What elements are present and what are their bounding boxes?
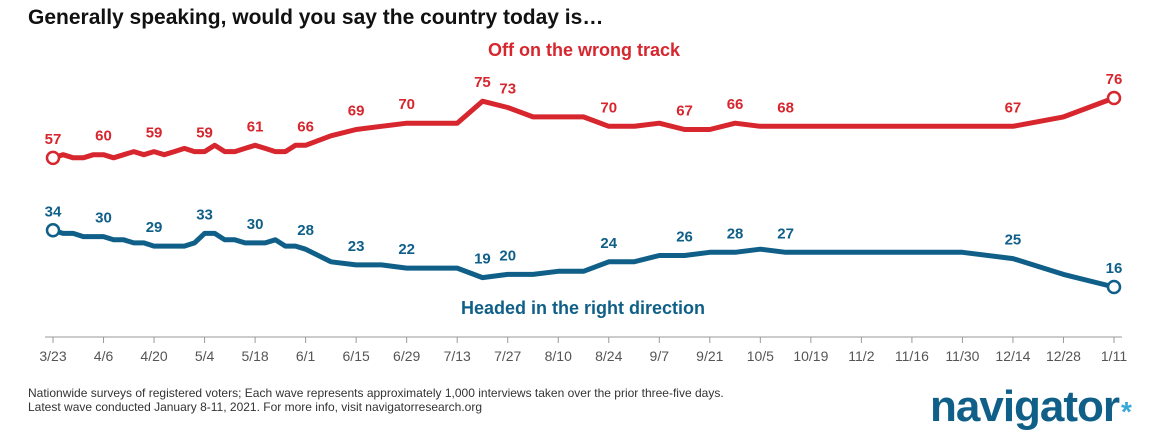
x-tick-label: 6/29 (393, 348, 420, 364)
data-label-right-direction: 20 (499, 247, 516, 264)
data-label-wrong-track: 67 (1005, 99, 1022, 116)
data-label-wrong-track: 66 (727, 96, 744, 113)
x-tick-label: 4/20 (140, 348, 167, 364)
x-tick-label: 12/14 (995, 348, 1030, 364)
logo-text: navigator (930, 382, 1120, 431)
data-label-right-direction: 25 (1005, 232, 1022, 249)
data-label-wrong-track: 69 (348, 103, 365, 120)
x-tick-label: 11/16 (895, 348, 929, 364)
x-tick-label: 7/27 (494, 348, 521, 364)
x-tick-label: 9/7 (650, 348, 670, 364)
x-tick-label: 3/23 (39, 348, 66, 364)
data-label-wrong-track: 75 (474, 74, 491, 91)
chart-title: Generally speaking, would you say the co… (28, 6, 604, 29)
x-tick-label: 10/5 (747, 348, 774, 364)
footnote-line-2: Latest wave conducted January 8-11, 2021… (28, 400, 483, 414)
line-chart: 57 60 59 59 61 66 69 70 75 73 70 67 66 68 67 76 34 30 29 33… (39, 40, 1127, 364)
x-tick-label: 6/1 (296, 348, 316, 364)
data-label-right-direction: 34 (45, 203, 62, 220)
data-label-wrong-track: 76 (1106, 71, 1123, 88)
data-label-right-direction: 28 (297, 222, 314, 239)
data-label-wrong-track: 68 (777, 99, 794, 116)
series-label-wrong-track: Off on the wrong track (488, 40, 681, 60)
data-label-right-direction: 22 (398, 241, 415, 258)
data-label-wrong-track: 59 (146, 125, 163, 142)
data-label-wrong-track: 57 (45, 131, 62, 148)
data-label-right-direction: 33 (196, 206, 213, 223)
x-tick-label: 12/28 (1046, 348, 1081, 364)
navigator-logo: navigator* (930, 382, 1132, 432)
data-label-wrong-track: 73 (499, 80, 516, 97)
data-label-wrong-track: 60 (95, 128, 112, 145)
x-tick-label: 1/11 (1101, 348, 1127, 364)
data-label-wrong-track: 70 (398, 96, 415, 113)
start-marker-wrong-track (45, 150, 61, 166)
x-tick-label: 6/15 (343, 348, 370, 364)
data-label-wrong-track: 61 (247, 118, 264, 135)
x-tick-label: 8/24 (595, 348, 622, 364)
data-label-right-direction: 30 (95, 210, 112, 227)
data-label-right-direction: 16 (1106, 260, 1123, 277)
logo-star-icon: * (1121, 396, 1132, 427)
footnote: Nationwide surveys of registered voters;… (28, 386, 724, 414)
end-marker-wrong-track (1106, 90, 1122, 106)
x-axis: 3/23 4/6 4/20 5/4 5/18 6/1 6/15 6/29 7/13 7/27 8/1… (39, 336, 1127, 364)
data-label-right-direction: 23 (348, 238, 365, 255)
series-label-right-direction: Headed in the right direction (461, 298, 705, 318)
x-tick-label: 7/13 (444, 348, 471, 364)
x-tick-label: 4/6 (94, 348, 114, 364)
x-tick-label: 9/21 (696, 348, 723, 364)
end-marker-right-direction (1106, 279, 1122, 295)
x-tick-label: 5/18 (241, 348, 268, 364)
data-label-wrong-track: 66 (297, 118, 314, 135)
x-tick-label: 10/19 (793, 348, 828, 364)
data-label-right-direction: 24 (600, 235, 617, 252)
data-label-wrong-track: 59 (196, 125, 213, 142)
data-label-wrong-track: 67 (676, 103, 693, 120)
data-label-right-direction: 28 (727, 225, 744, 242)
series-line-right-direction (50, 227, 1117, 290)
x-tick-label: 8/10 (545, 348, 572, 364)
x-tick-label: 5/4 (195, 348, 215, 364)
data-label-right-direction: 29 (146, 219, 163, 236)
data-label-right-direction: 27 (777, 225, 794, 242)
footnote-line-1: Nationwide surveys of registered voters;… (28, 386, 724, 400)
data-label-right-direction: 19 (474, 251, 491, 268)
start-marker-right-direction (45, 223, 61, 238)
series-line-wrong-track (50, 95, 1117, 161)
x-tick-label: 11/2 (848, 348, 874, 364)
data-label-wrong-track: 70 (600, 99, 617, 116)
data-label-right-direction: 26 (676, 229, 693, 246)
data-label-right-direction: 30 (247, 216, 264, 233)
x-tick-label: 11/30 (945, 348, 979, 364)
series-layer: 57 60 59 59 61 66 69 70 75 73 70 67 66 68 67 76 34 30 29 33… (45, 71, 1123, 295)
